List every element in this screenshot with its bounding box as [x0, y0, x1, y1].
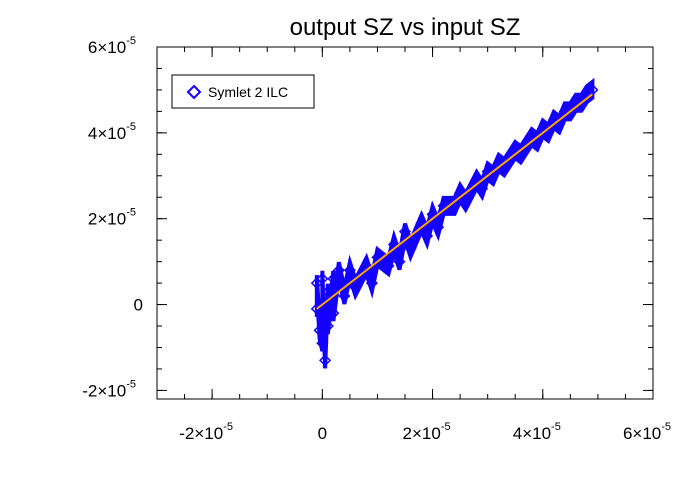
y-tick-exponent: -5: [126, 121, 136, 133]
scatter-point: [338, 289, 351, 303]
axis-tick-labels: -2×10-5 0 2×10-5 4×10-5 6×10-5 -2×10-5 0 2×10-5…: [82, 35, 671, 443]
scatter-point: [321, 285, 334, 298]
x-tick-exponent: -5: [441, 421, 451, 433]
y-tick-exponent: -5: [126, 207, 136, 219]
legend-marker-diamond: [186, 84, 202, 100]
y-tick-label: -2×10-5: [82, 378, 136, 400]
scatter-point: [319, 354, 332, 367]
scatter-density-band: [314, 77, 595, 369]
scatter-point: [365, 277, 378, 290]
x-tick-label: 4×10-5: [513, 421, 561, 443]
legend: Symlet 2 ILC: [171, 74, 315, 109]
x-tick-label: 6×10-5: [623, 421, 671, 443]
y-tick-exponent: -5: [126, 378, 136, 390]
y-tick-label: 4×10-5: [88, 121, 136, 143]
x-tick-exponent: -5: [223, 421, 233, 433]
scatter-point: [327, 272, 340, 285]
scatter-point: [321, 319, 334, 333]
scatter-point: [382, 259, 395, 272]
y-tick-label: 0: [134, 296, 143, 315]
chart-title: output SZ vs input SZ: [290, 14, 521, 41]
axis-major-ticks: [157, 46, 654, 399]
scatter-point: [398, 225, 412, 238]
fit-line: [316, 93, 593, 310]
x-tick-label: 2×10-5: [403, 421, 451, 443]
scatter-point: [313, 324, 326, 337]
x-tick-label: -2×10-5: [179, 421, 233, 443]
scatter-point: [420, 229, 434, 242]
x-tick-exponent: -5: [551, 421, 561, 433]
scatter-point: [332, 264, 345, 277]
y-tick-label: 6×10-5: [88, 35, 136, 57]
y-tick-exponent: -5: [126, 35, 136, 47]
scatter-point: [349, 281, 362, 294]
legend-label: Symlet 2 ILC: [208, 84, 288, 100]
x-tick-exponent: -5: [661, 421, 671, 433]
y-tick-label: 2×10-5: [88, 207, 136, 229]
scatter-point: [327, 307, 340, 320]
x-tick-label: 0: [318, 424, 327, 443]
legend-box: [171, 74, 315, 109]
scatter-point: [476, 182, 489, 195]
scatter-point: [343, 264, 356, 277]
scatter-point: [404, 242, 417, 255]
scatter-point: [432, 221, 445, 234]
scatter-point: [316, 272, 329, 285]
scatter-point: [316, 337, 329, 350]
scatter-point: [459, 195, 472, 208]
scatter-point: [393, 255, 406, 268]
